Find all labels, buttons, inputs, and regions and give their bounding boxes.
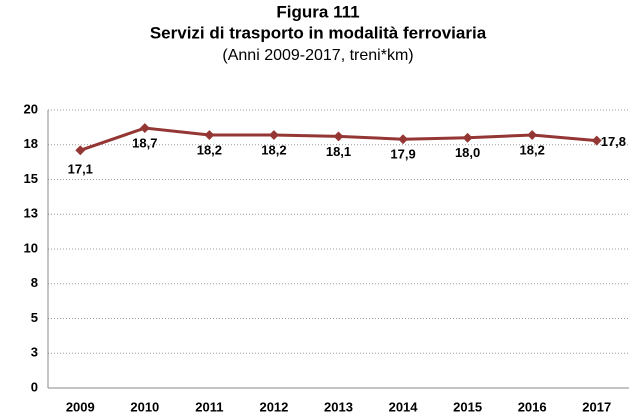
data-label: 18,0 [455,145,480,160]
data-point [591,135,602,146]
data-point [462,132,473,143]
data-point [204,130,215,140]
x-tick-label: 2017 [582,399,611,414]
data-label: 17,9 [390,147,415,162]
x-tick-label: 2012 [259,399,288,414]
data-label: 18,1 [326,144,351,159]
x-tick-label: 2010 [130,399,159,414]
y-tick-label: 13 [24,206,38,221]
y-tick-label: 0 [31,379,38,394]
data-point [398,134,409,145]
x-tick-label: 2015 [453,399,482,414]
x-tick-label: 2009 [66,399,95,414]
x-tick-label: 2011 [195,399,223,414]
data-point [527,130,538,140]
y-tick-label: 3 [31,345,38,360]
chart-subtitle: Servizi di trasporto in modalità ferrovi… [150,23,487,42]
y-tick-label: 20 [24,101,38,116]
data-label: 18,7 [132,136,157,151]
y-tick-label: 10 [24,240,38,255]
data-point [139,123,150,134]
data-label: 17,8 [601,134,626,149]
chart-caption: (Anni 2009-2017, treni*km) [222,47,413,64]
data-point [268,130,279,140]
data-label: 18,2 [520,142,545,157]
y-tick-label: 8 [31,275,38,290]
y-tick-label: 15 [24,171,38,186]
data-label: 18,2 [261,142,286,157]
x-tick-label: 2016 [518,399,547,414]
data-label: 17,1 [68,162,93,177]
data-label: 18,2 [197,142,222,157]
data-point [333,131,344,142]
x-tick-label: 2014 [389,399,419,414]
x-tick-label: 2013 [324,399,353,414]
chart-title: Figura 111 [276,2,359,21]
data-point [75,145,86,156]
y-tick-label: 18 [24,136,38,151]
y-tick-label: 5 [31,310,38,325]
